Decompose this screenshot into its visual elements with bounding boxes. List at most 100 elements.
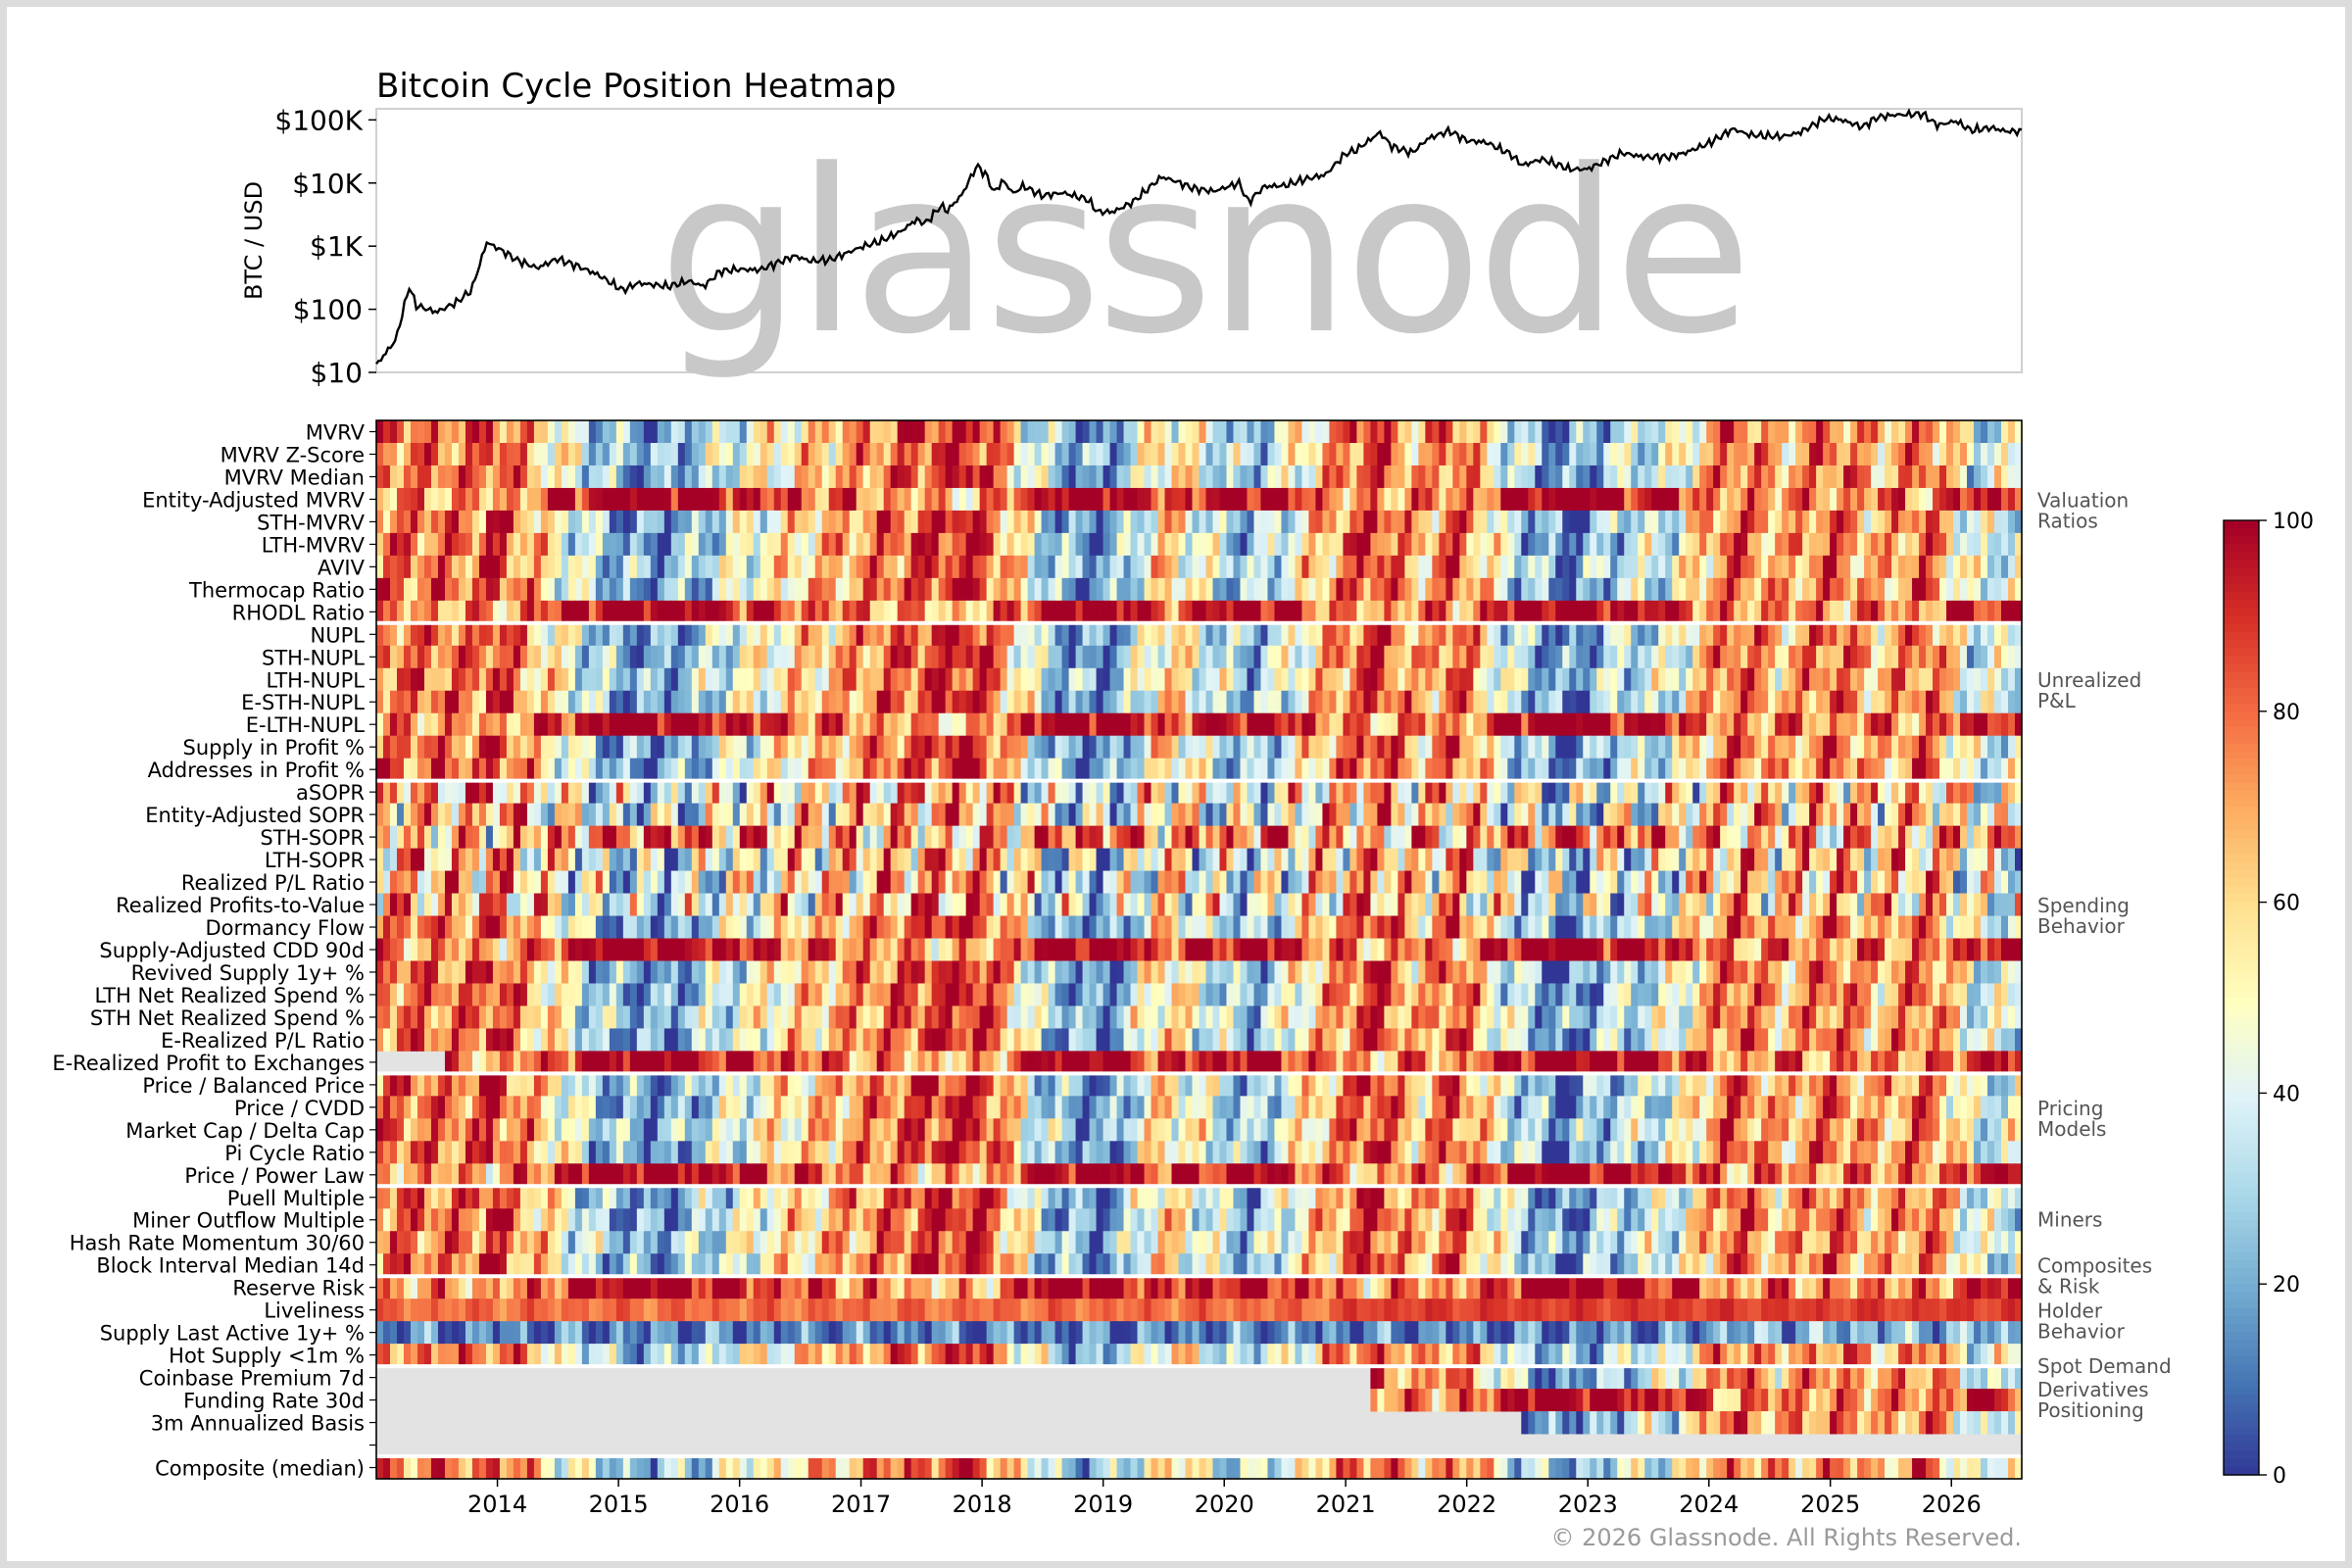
heatmap-cell [753, 780, 761, 805]
heatmap-cell [1253, 510, 1262, 534]
heatmap-cell [1473, 532, 1481, 557]
heatmap-cell [1397, 667, 1405, 692]
heatmap-cell [1301, 555, 1310, 579]
heatmap-cell [1576, 690, 1584, 714]
heatmap-cell [1027, 758, 1036, 782]
heatmap-cell [1034, 825, 1043, 849]
heatmap-cell [444, 442, 453, 466]
heatmap-cell [1569, 622, 1577, 647]
heatmap-cell [437, 577, 446, 602]
heatmap-cell [746, 848, 755, 871]
heatmap-cell [1363, 690, 1371, 714]
heatmap-cell [1727, 825, 1735, 849]
heatmap-cell [1013, 600, 1022, 624]
heatmap-cell [1939, 600, 1947, 624]
heatmap-cell [869, 803, 878, 827]
heatmap-cell [869, 577, 878, 602]
heatmap-cell [684, 487, 693, 512]
heatmap-cell [1356, 577, 1364, 602]
heatmap-cell [2008, 510, 2016, 534]
heatmap-cell [1377, 600, 1385, 624]
heatmap-cell [389, 735, 398, 760]
heatmap-cell [1720, 442, 1728, 466]
heatmap-cell [1480, 758, 1488, 782]
heatmap-cell [1253, 825, 1262, 849]
heatmap-cell [547, 735, 556, 760]
heatmap-cell [1061, 735, 1070, 760]
heatmap-cell [430, 420, 439, 444]
heatmap-cell [1404, 803, 1412, 827]
heatmap-cell [1740, 465, 1748, 489]
heatmap-cell [403, 870, 412, 894]
heatmap-cell [1336, 420, 1345, 444]
heatmap-cell [883, 870, 892, 894]
heatmap-cell [1857, 577, 1865, 602]
heatmap-cell [1212, 690, 1221, 714]
heatmap-cell [904, 465, 912, 489]
heatmap-cell [1631, 600, 1639, 624]
heatmap-cell [1596, 555, 1604, 579]
heatmap-cell [883, 510, 892, 534]
heatmap-cell [945, 690, 954, 714]
heatmap-cell [1919, 735, 1927, 760]
heatmap-cell [1891, 848, 1899, 871]
heatmap-cell [711, 487, 720, 512]
heatmap-cell [684, 825, 693, 849]
heatmap-cell [1583, 555, 1591, 579]
heatmap-cell [1226, 758, 1235, 782]
heatmap-cell [1301, 420, 1310, 444]
heatmap-cell [1775, 600, 1783, 624]
heatmap-cell [615, 735, 624, 760]
heatmap-cell [547, 667, 556, 692]
heatmap-cell [383, 487, 391, 512]
heatmap-cell [383, 667, 391, 692]
heatmap-cell [1322, 487, 1331, 512]
heatmap-cell [629, 622, 638, 647]
heatmap-cell [1473, 735, 1481, 760]
heatmap-cell [821, 803, 830, 827]
heatmap-cell [1596, 420, 1604, 444]
heatmap-cell [1082, 848, 1091, 871]
heatmap-cell [965, 780, 974, 805]
heatmap-cell [1946, 577, 1954, 602]
heatmap-cell [1157, 690, 1166, 714]
heatmap-cell [1048, 825, 1056, 849]
heatmap-cell [1830, 712, 1838, 737]
heatmap-cell [1548, 577, 1556, 602]
heatmap-cell [1013, 645, 1022, 669]
heatmap-cell [691, 600, 700, 624]
heatmap-cell [513, 780, 521, 805]
heatmap-cell [2001, 735, 2009, 760]
heatmap-cell [979, 510, 988, 534]
heatmap-cell [952, 848, 960, 871]
heatmap-cell [423, 600, 432, 624]
heatmap-cell [1082, 780, 1091, 805]
heatmap-cell [1281, 645, 1290, 669]
heatmap-cell [403, 758, 412, 782]
heatmap-cell [430, 600, 439, 624]
heatmap-cell [1034, 758, 1043, 782]
heatmap-cell [540, 735, 549, 760]
heatmap-cell [1535, 555, 1543, 579]
heatmap-cell [1102, 825, 1111, 849]
heatmap-cell [1850, 803, 1858, 827]
heatmap-cell [1686, 555, 1693, 579]
heatmap-cell [1432, 622, 1440, 647]
heatmap-cell [986, 735, 995, 760]
heatmap-cell [718, 712, 727, 737]
heatmap-cell [945, 870, 954, 894]
heatmap-cell [1075, 712, 1084, 737]
heatmap-cell [588, 600, 597, 624]
heatmap-cell [828, 420, 837, 444]
heatmap-cell [972, 622, 981, 647]
heatmap-cell [1157, 712, 1166, 737]
heatmap-cell [1446, 532, 1453, 557]
heatmap-cell [670, 622, 679, 647]
heatmap-cell [1699, 690, 1707, 714]
heatmap-cell [1672, 600, 1680, 624]
heatmap-cell [1247, 532, 1255, 557]
heatmap-cell [1878, 803, 1886, 827]
heatmap-cell [1871, 510, 1879, 534]
heatmap-cell [451, 690, 460, 714]
heatmap-cell [1439, 780, 1446, 805]
